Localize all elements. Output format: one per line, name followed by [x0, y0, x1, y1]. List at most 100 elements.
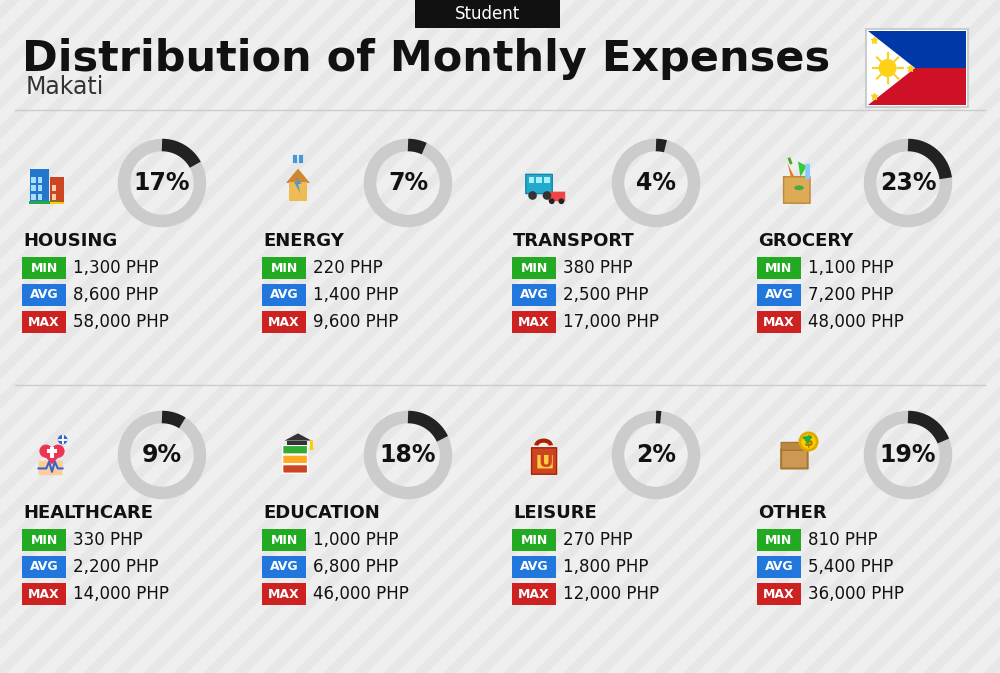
FancyBboxPatch shape [50, 448, 54, 458]
Text: Student: Student [455, 5, 520, 23]
FancyBboxPatch shape [47, 450, 57, 453]
Polygon shape [798, 162, 807, 177]
Circle shape [543, 191, 551, 200]
FancyBboxPatch shape [52, 194, 56, 200]
FancyBboxPatch shape [757, 583, 801, 605]
Text: MIN: MIN [270, 534, 298, 546]
Text: 19%: 19% [880, 443, 936, 467]
Text: 6,800 PHP: 6,800 PHP [313, 558, 398, 576]
FancyBboxPatch shape [512, 257, 556, 279]
FancyBboxPatch shape [262, 311, 306, 333]
Text: 2,200 PHP: 2,200 PHP [73, 558, 159, 576]
Text: 1,800 PHP: 1,800 PHP [563, 558, 648, 576]
Circle shape [800, 433, 817, 450]
Text: MAX: MAX [268, 588, 300, 600]
Text: MAX: MAX [763, 316, 795, 328]
Text: MIN: MIN [30, 534, 58, 546]
Text: AVG: AVG [520, 561, 548, 573]
Circle shape [528, 191, 537, 200]
Text: 270 PHP: 270 PHP [563, 531, 633, 549]
FancyBboxPatch shape [31, 185, 36, 191]
FancyBboxPatch shape [262, 583, 306, 605]
Text: 1,000 PHP: 1,000 PHP [313, 531, 398, 549]
Text: 810 PHP: 810 PHP [808, 531, 878, 549]
FancyBboxPatch shape [537, 455, 553, 468]
Text: 9%: 9% [142, 443, 182, 467]
Text: AVG: AVG [765, 561, 793, 573]
FancyBboxPatch shape [29, 201, 59, 204]
FancyBboxPatch shape [38, 194, 42, 200]
Text: 5,400 PHP: 5,400 PHP [808, 558, 893, 576]
FancyBboxPatch shape [287, 441, 307, 446]
Polygon shape [868, 31, 915, 105]
Text: MIN: MIN [520, 534, 548, 546]
Text: 7%: 7% [388, 171, 428, 195]
FancyBboxPatch shape [22, 556, 66, 578]
FancyBboxPatch shape [781, 449, 808, 468]
Text: MAX: MAX [28, 316, 60, 328]
Text: 46,000 PHP: 46,000 PHP [313, 585, 409, 603]
FancyBboxPatch shape [22, 257, 66, 279]
FancyBboxPatch shape [38, 177, 42, 182]
Text: HEALTHCARE: HEALTHCARE [23, 504, 153, 522]
FancyBboxPatch shape [262, 284, 306, 306]
FancyBboxPatch shape [512, 529, 556, 551]
FancyBboxPatch shape [31, 194, 36, 200]
Text: MAX: MAX [763, 588, 795, 600]
Text: TRANSPORT: TRANSPORT [513, 232, 635, 250]
FancyBboxPatch shape [544, 177, 550, 183]
Text: LEISURE: LEISURE [513, 504, 597, 522]
FancyBboxPatch shape [22, 583, 66, 605]
Text: MIN: MIN [765, 262, 793, 275]
FancyBboxPatch shape [512, 583, 556, 605]
Text: 330 PHP: 330 PHP [73, 531, 143, 549]
Circle shape [558, 199, 564, 204]
Text: AVG: AVG [30, 561, 58, 573]
FancyBboxPatch shape [805, 164, 810, 179]
Text: 4%: 4% [636, 171, 676, 195]
Text: 2%: 2% [636, 443, 676, 467]
FancyBboxPatch shape [50, 177, 64, 203]
FancyBboxPatch shape [781, 443, 808, 450]
Ellipse shape [794, 185, 804, 190]
Text: 17%: 17% [134, 171, 190, 195]
Text: 380 PHP: 380 PHP [563, 259, 633, 277]
Text: MAX: MAX [268, 316, 300, 328]
Text: Distribution of Monthly Expenses: Distribution of Monthly Expenses [22, 38, 830, 80]
FancyBboxPatch shape [262, 556, 306, 578]
Text: 1,300 PHP: 1,300 PHP [73, 259, 159, 277]
Text: AVG: AVG [30, 289, 58, 302]
FancyBboxPatch shape [31, 177, 36, 182]
Text: 48,000 PHP: 48,000 PHP [808, 313, 904, 331]
FancyBboxPatch shape [526, 174, 552, 194]
Text: MIN: MIN [270, 262, 298, 275]
Text: +: + [57, 433, 68, 447]
Text: 23%: 23% [880, 171, 936, 195]
Circle shape [310, 446, 313, 450]
FancyBboxPatch shape [757, 311, 801, 333]
Polygon shape [285, 433, 311, 441]
FancyBboxPatch shape [866, 29, 968, 107]
Text: MAX: MAX [518, 316, 550, 328]
Text: $: $ [804, 435, 813, 449]
FancyBboxPatch shape [283, 464, 308, 473]
FancyBboxPatch shape [548, 192, 565, 201]
Text: AVG: AVG [520, 289, 548, 302]
FancyBboxPatch shape [757, 284, 801, 306]
Circle shape [549, 199, 555, 204]
FancyBboxPatch shape [22, 529, 66, 551]
Text: HOUSING: HOUSING [23, 232, 117, 250]
FancyBboxPatch shape [283, 446, 308, 454]
FancyBboxPatch shape [512, 311, 556, 333]
Text: ENERGY: ENERGY [263, 232, 344, 250]
FancyBboxPatch shape [512, 556, 556, 578]
FancyBboxPatch shape [22, 284, 66, 306]
FancyBboxPatch shape [868, 31, 966, 68]
Text: MAX: MAX [518, 588, 550, 600]
Text: 12,000 PHP: 12,000 PHP [563, 585, 659, 603]
FancyBboxPatch shape [38, 185, 42, 191]
Text: EDUCATION: EDUCATION [263, 504, 380, 522]
Text: 1,100 PHP: 1,100 PHP [808, 259, 894, 277]
FancyBboxPatch shape [784, 177, 810, 203]
FancyBboxPatch shape [868, 68, 966, 105]
